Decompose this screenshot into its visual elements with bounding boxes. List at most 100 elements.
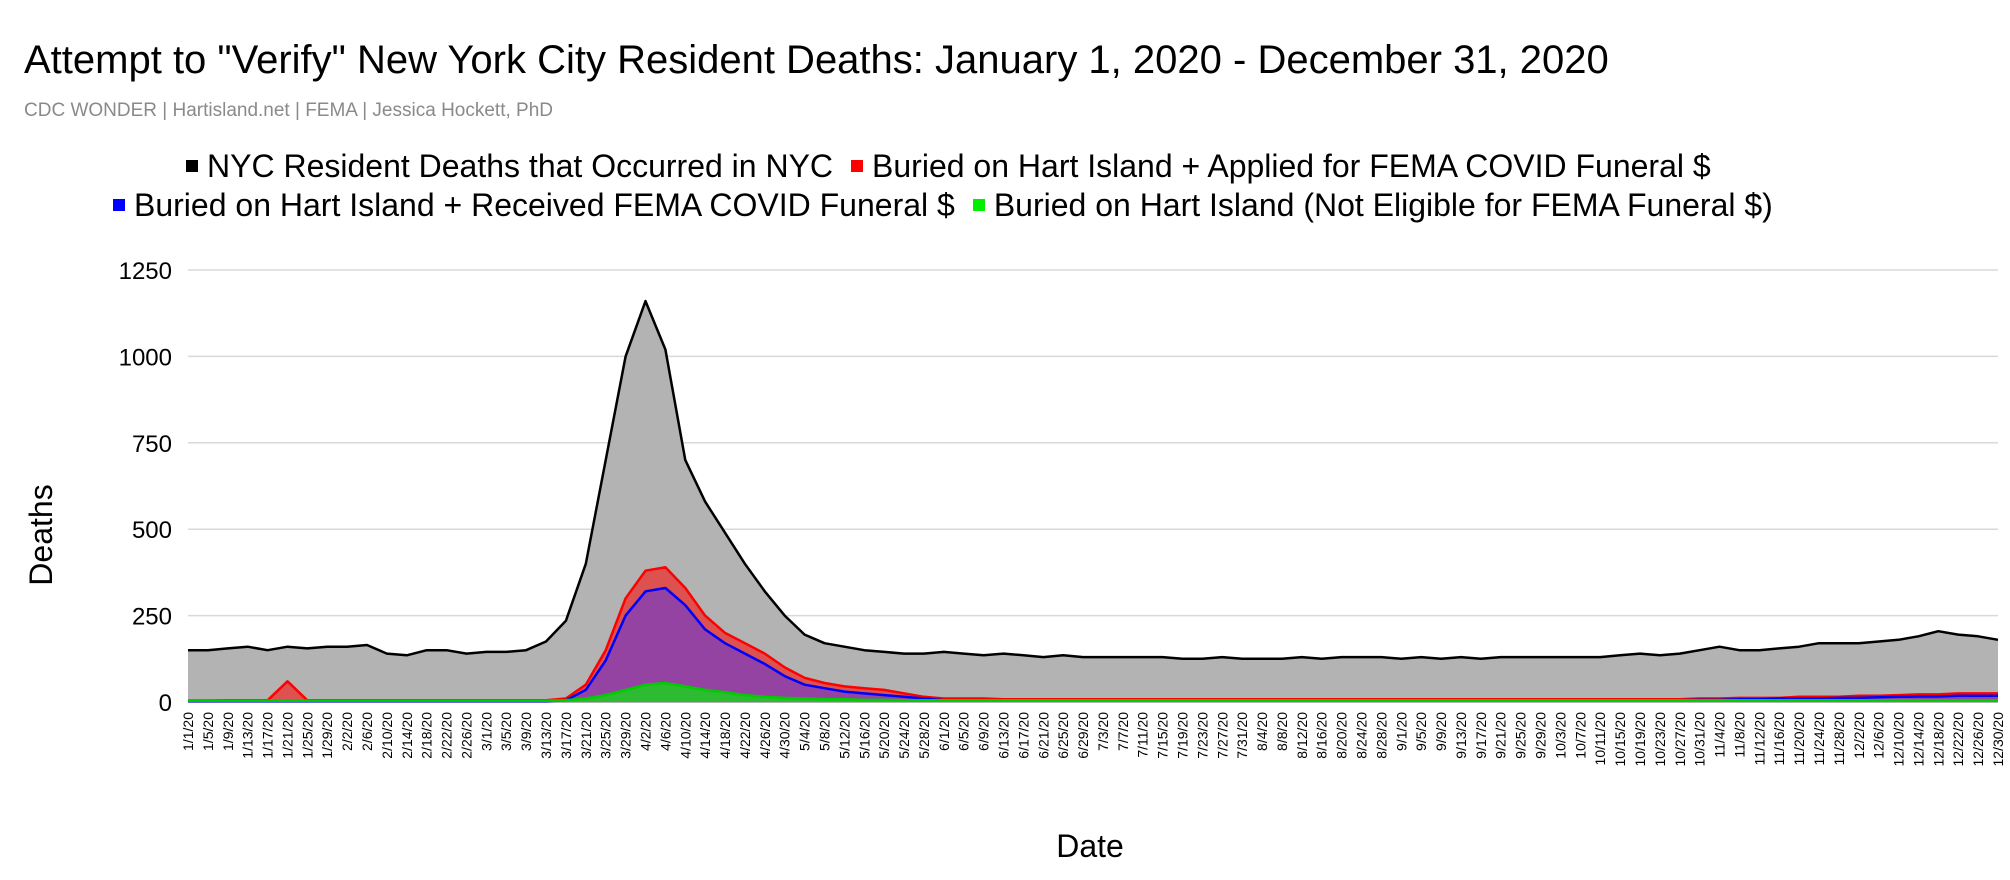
x-tick-label: 8/8/20 bbox=[1274, 712, 1290, 751]
x-tick-label: 4/14/20 bbox=[697, 712, 713, 759]
legend-row-2: Buried on Hart Island + Received FEMA CO… bbox=[0, 187, 2010, 224]
x-tick-label: 2/18/20 bbox=[419, 712, 435, 759]
x-tick-label: 11/24/20 bbox=[1811, 712, 1827, 766]
x-tick-label: 9/5/20 bbox=[1413, 712, 1429, 751]
x-tick-label: 11/16/20 bbox=[1771, 712, 1787, 766]
x-tick-label: 10/15/20 bbox=[1612, 712, 1628, 767]
series-areas bbox=[188, 299, 1999, 703]
x-tick-label: 8/24/20 bbox=[1354, 712, 1370, 759]
x-tick-label: 10/19/20 bbox=[1632, 712, 1648, 767]
x-tick-label: 12/18/20 bbox=[1930, 712, 1946, 767]
x-tick-label: 2/10/20 bbox=[379, 712, 395, 759]
x-tick-label: 12/6/20 bbox=[1871, 712, 1887, 759]
x-tick-label: 2/22/20 bbox=[439, 712, 455, 759]
chart-subtitle: CDC WONDER | Hartisland.net | FEMA | Jes… bbox=[24, 100, 553, 121]
x-tick-label: 6/17/20 bbox=[1015, 712, 1031, 759]
x-tick-label: 11/20/20 bbox=[1791, 712, 1807, 766]
x-tick-label: 10/3/20 bbox=[1552, 712, 1568, 759]
y-tick-label: 500 bbox=[132, 517, 172, 544]
x-axis-ticks: 1/1/20 1/5/20 1/9/20 1/13/20 1/17/20 1/21/20 1… bbox=[180, 712, 2006, 767]
y-tick-label: 0 bbox=[159, 690, 172, 717]
x-tick-label: 3/29/20 bbox=[618, 712, 634, 759]
legend-swatch-red bbox=[851, 159, 864, 172]
x-tick-label: 6/13/20 bbox=[995, 712, 1011, 759]
x-tick-label: 12/30/20 bbox=[1990, 712, 2006, 767]
x-tick-label: 4/26/20 bbox=[757, 712, 773, 759]
x-tick-label: 7/11/20 bbox=[1135, 712, 1151, 758]
x-tick-label: 3/13/20 bbox=[538, 712, 554, 759]
series-received-fema-area bbox=[188, 588, 1998, 702]
x-axis-label: Date bbox=[1056, 828, 1124, 864]
x-tick-label: 7/23/20 bbox=[1194, 712, 1210, 759]
legend-item-received-fema[interactable]: Buried on Hart Island + Received FEMA CO… bbox=[113, 187, 955, 224]
x-tick-label: 11/28/20 bbox=[1831, 712, 1847, 766]
x-tick-label: 7/27/20 bbox=[1214, 712, 1230, 759]
y-tick-label: 1250 bbox=[119, 258, 172, 285]
x-tick-label: 5/12/20 bbox=[836, 712, 852, 759]
legend-label-applied-fema: Buried on Hart Island + Applied for FEMA… bbox=[872, 148, 1711, 184]
x-tick-label: 7/31/20 bbox=[1234, 712, 1250, 759]
x-tick-label: 3/1/20 bbox=[478, 712, 494, 751]
x-tick-label: 11/4/20 bbox=[1712, 712, 1728, 758]
x-tick-label: 9/9/20 bbox=[1433, 712, 1449, 751]
x-tick-label: 5/24/20 bbox=[896, 712, 912, 759]
x-tick-label: 9/25/20 bbox=[1513, 712, 1529, 759]
y-tick-label: 1000 bbox=[119, 344, 172, 371]
legend-label-not-eligible: Buried on Hart Island (Not Eligible for … bbox=[993, 187, 1773, 223]
x-tick-label: 4/18/20 bbox=[717, 712, 733, 759]
x-tick-label: 8/12/20 bbox=[1294, 712, 1310, 759]
legend-label-nyc-deaths: NYC Resident Deaths that Occurred in NYC bbox=[207, 148, 834, 184]
legend-item-applied-fema[interactable]: Buried on Hart Island + Applied for FEMA… bbox=[851, 148, 1711, 185]
x-tick-label: 9/21/20 bbox=[1493, 712, 1509, 759]
x-tick-label: 5/8/20 bbox=[816, 712, 832, 751]
series-not-eligible-line bbox=[188, 681, 1998, 702]
x-tick-label: 1/5/20 bbox=[200, 712, 216, 751]
x-tick-label: 8/28/20 bbox=[1373, 712, 1389, 759]
x-tick-label: 9/17/20 bbox=[1473, 712, 1489, 759]
x-tick-label: 4/2/20 bbox=[637, 712, 653, 751]
x-tick-label: 6/21/20 bbox=[1035, 712, 1051, 759]
x-tick-label: 8/16/20 bbox=[1314, 712, 1330, 759]
x-tick-label: 9/29/20 bbox=[1533, 712, 1549, 759]
chart-title: Attempt to "Verify" New York City Reside… bbox=[24, 38, 1609, 82]
x-tick-label: 12/10/20 bbox=[1891, 712, 1907, 767]
x-tick-label: 12/14/20 bbox=[1910, 712, 1926, 767]
x-tick-label: 1/1/20 bbox=[180, 712, 196, 751]
x-tick-label: 3/5/20 bbox=[498, 712, 514, 751]
x-tick-label: 4/30/20 bbox=[777, 712, 793, 759]
x-tick-label: 7/19/20 bbox=[1175, 712, 1191, 759]
x-tick-label: 1/29/20 bbox=[319, 712, 335, 759]
legend-item-nyc-deaths[interactable]: NYC Resident Deaths that Occurred in NYC bbox=[186, 148, 833, 185]
x-tick-label: 1/13/20 bbox=[240, 712, 256, 759]
x-tick-label: 5/16/20 bbox=[856, 712, 872, 759]
gridlines bbox=[188, 269, 1998, 703]
legend-swatch-black bbox=[186, 159, 198, 172]
x-tick-label: 10/27/20 bbox=[1672, 712, 1688, 767]
x-tick-label: 8/20/20 bbox=[1334, 712, 1350, 759]
x-tick-label: 10/23/20 bbox=[1652, 712, 1668, 767]
x-tick-label: 2/6/20 bbox=[359, 712, 375, 751]
legend-item-not-eligible[interactable]: Buried on Hart Island (Not Eligible for … bbox=[972, 187, 1773, 224]
legend-row-1: NYC Resident Deaths that Occurred in NYC… bbox=[0, 148, 2010, 185]
y-axis-ticks: 0 250 500 750 1000 1250 bbox=[119, 258, 172, 717]
x-tick-label: 12/26/20 bbox=[1970, 712, 1986, 767]
x-tick-label: 7/15/20 bbox=[1155, 712, 1171, 759]
x-tick-label: 3/9/20 bbox=[518, 712, 534, 751]
x-tick-label: 9/1/20 bbox=[1393, 712, 1409, 751]
x-tick-label: 12/2/20 bbox=[1851, 712, 1867, 759]
series-not-eligible-area bbox=[188, 683, 1998, 702]
x-tick-label: 2/26/20 bbox=[458, 712, 474, 759]
y-axis-label: Deaths bbox=[23, 484, 59, 585]
x-tick-label: 11/12/20 bbox=[1751, 712, 1767, 766]
y-tick-label: 750 bbox=[132, 431, 172, 458]
x-tick-label: 6/29/20 bbox=[1075, 712, 1091, 759]
x-tick-label: 4/6/20 bbox=[657, 712, 673, 751]
x-tick-label: 5/4/20 bbox=[797, 712, 813, 751]
x-tick-label: 10/11/20 bbox=[1592, 712, 1608, 766]
x-tick-label: 6/25/20 bbox=[1055, 712, 1071, 759]
x-tick-label: 6/1/20 bbox=[936, 712, 952, 751]
x-tick-label: 3/25/20 bbox=[598, 712, 614, 759]
x-tick-label: 12/22/20 bbox=[1950, 712, 1966, 767]
x-tick-label: 6/9/20 bbox=[976, 712, 992, 751]
